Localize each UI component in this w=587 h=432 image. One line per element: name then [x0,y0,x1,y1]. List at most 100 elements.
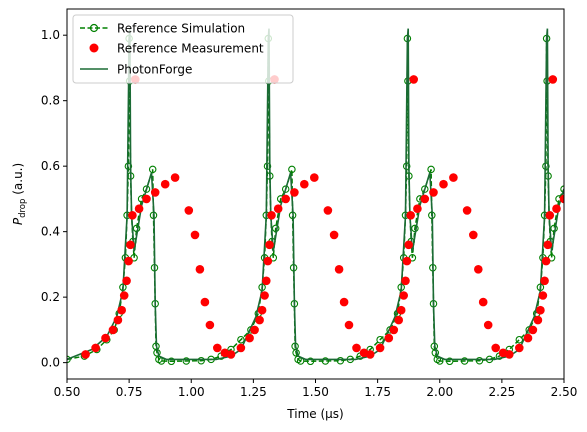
legend: Reference Simulation Reference Measureme… [72,14,294,84]
x-tick-label: 2.50 [551,385,578,399]
simulation-point [281,185,290,193]
y-tick-label: 0.6 [41,159,60,173]
measurement-point [128,211,137,220]
measurement-point [195,265,205,274]
measurement-point [469,230,478,240]
y-axis: 0.0 0.2 0.4 0.6 0.8 1.0 [41,28,67,370]
x-tick-label: 0.50 [54,385,81,399]
legend-measurement-label: Reference Measurement [117,42,264,56]
measurement-point [548,75,558,84]
measurement-point [281,194,291,204]
measurement-point [538,291,548,300]
measurement-point [236,343,246,353]
measurement-point [523,333,533,343]
measurement-point [119,291,129,300]
series-photonforge-line [67,28,564,361]
measurement-point [184,206,194,215]
x-tick-label: 1.50 [302,385,329,399]
simulation-point [237,335,245,344]
measurement-point [117,305,126,315]
x-axis: 0.50 0.75 1.00 1.25 1.50 1.75 2.00 2.25 2.50 [54,379,578,399]
measurement-point [505,350,514,359]
measurement-point [384,333,394,343]
measurement-point [263,256,273,266]
measurement-point [265,240,274,250]
measurement-point [402,256,412,266]
measurement-point [290,188,299,197]
measurement-point [559,194,564,204]
simulation-point [421,185,429,193]
measurement-point [250,325,259,335]
simulation-point [445,357,454,366]
measurement-point [226,350,236,359]
measurement-point [273,204,283,213]
measurement-point [329,230,339,240]
measurement-point [528,325,538,335]
measurement-point [491,343,501,353]
measurement-point [344,320,354,330]
measurement-point [365,350,375,359]
measurement-point [413,204,422,213]
measurement-point [339,297,349,307]
measurement-point [541,256,551,266]
measurement-point [213,343,222,353]
simulation-point [288,165,296,174]
measurement-point [160,179,170,189]
x-tick-label: 2.25 [489,385,516,399]
measurement-point [101,333,110,343]
measurement-point [396,305,406,315]
measurement-point [439,179,448,189]
y-tick-label: 0.8 [41,94,60,108]
measurement-point [389,325,399,335]
measurement-point [310,173,319,182]
measurement-point [399,291,409,300]
x-tick-label: 0.75 [116,385,143,399]
measurement-point [260,291,269,300]
legend-photonforge-label: PhotonForge [117,63,192,77]
measurement-point [536,305,545,315]
measurement-point [108,325,118,335]
measurement-point [533,315,543,325]
measurement-point [334,265,344,274]
simulation-point [148,165,157,174]
simulation-point [67,355,71,364]
measurement-point [394,315,404,325]
measurement-point [552,204,561,213]
simulation-point [306,357,315,366]
measurement-point [262,276,271,286]
y-tick-label: 0.4 [41,225,60,239]
measurement-point [255,315,264,325]
measurement-point [245,333,254,343]
simulation-point [321,357,330,365]
measurement-point [483,320,493,330]
measurement-point [429,188,438,197]
measurement-point [124,256,133,266]
simulation-point [142,185,151,193]
measurement-point [81,350,90,359]
measurement-point [543,240,553,250]
x-axis-label: Time (µs) [286,407,343,421]
measurement-point [190,230,200,240]
measurement-point [404,240,414,250]
measurement-point [113,315,123,325]
measurement-point [257,305,267,315]
x-tick-label: 1.25 [240,385,267,399]
simulation-point [460,357,469,365]
series-layer [67,28,564,366]
simulation-point [515,335,524,344]
y-tick-label: 0.0 [41,356,60,370]
x-tick-label: 2.00 [426,385,453,399]
simulation-point [376,335,384,344]
simulation-point [197,356,205,365]
y-tick-label: 1.0 [41,28,60,42]
x-tick-label: 1.75 [364,385,391,399]
measurement-point [401,276,410,286]
simulation-point [475,356,484,365]
measurement-point [126,240,135,250]
measurement-point [300,179,309,189]
y-axis-label-main: P [11,217,25,225]
measurement-point [200,297,210,307]
measurement-point [545,211,555,220]
measurement-point [134,204,144,213]
measurement-point [122,276,131,286]
